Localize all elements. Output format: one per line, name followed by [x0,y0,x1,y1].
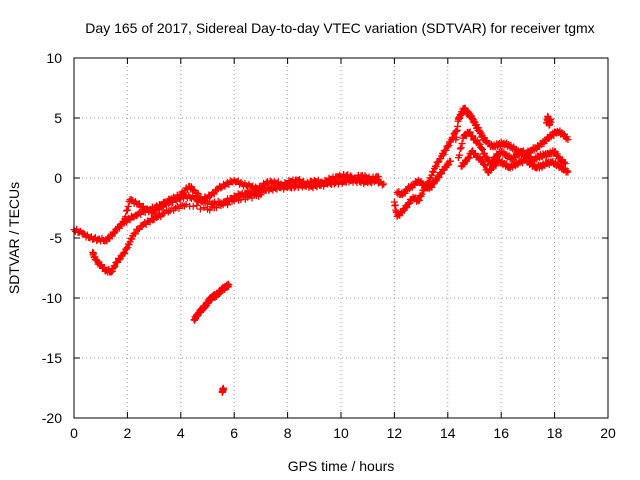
data-point [444,143,452,151]
data-point [361,172,369,180]
data-point [469,132,477,140]
data-point [173,203,181,211]
data-point [563,167,571,175]
x-tick-label: 12 [387,425,403,441]
data-point [476,140,484,148]
x-tick-label: 18 [547,425,563,441]
y-axis-label: SDTVAR / TECUs [6,182,22,294]
data-point [564,168,572,176]
data-point [123,245,131,253]
data-point [564,136,572,144]
data-point [159,210,167,217]
y-tick-label: 10 [46,50,62,66]
data-point [164,208,172,216]
y-tick-label: -15 [42,350,62,366]
data-point [430,168,438,176]
data-point [457,144,465,152]
data-point [110,229,118,237]
x-tick-label: 4 [177,425,185,441]
data-point [128,235,136,243]
data-point [171,195,179,203]
x-axis-label: GPS time / hours [288,458,395,474]
y-tick-label: -10 [42,290,62,306]
grid-lines [74,58,608,418]
data-point [458,140,466,148]
x-tick-label: 10 [333,425,349,441]
data-point [220,385,228,393]
data-point [540,140,548,148]
data-point [225,281,233,289]
x-tick-label: 20 [600,425,616,441]
data-point [466,128,474,136]
data-point [217,184,225,192]
data-point [374,173,382,181]
x-tick-label: 14 [440,425,456,441]
data-point [439,151,447,159]
data-point [108,267,116,275]
y-tick-label: 0 [54,170,62,186]
data-point [210,190,218,198]
data-points [70,104,572,396]
data-point [196,205,204,213]
data-point [547,115,555,123]
data-point [465,154,473,162]
data-point [455,151,463,159]
data-point [131,230,139,238]
x-tick-label: 16 [493,425,509,441]
x-tick-label: 6 [230,425,238,441]
data-point [446,157,454,165]
data-point [257,191,265,199]
data-point [560,158,568,166]
data-point [189,202,197,210]
y-tick-label: 5 [54,110,62,126]
data-point [200,204,208,212]
data-point [111,263,119,271]
data-point [442,146,450,154]
data-point [478,144,486,152]
x-tick-label: 0 [70,425,78,441]
data-point [122,213,130,221]
data-point [193,201,201,209]
data-point [479,145,487,153]
data-point [124,202,132,210]
y-tick-label: -20 [42,410,62,426]
data-point [452,133,460,141]
data-point [127,196,135,204]
data-point [121,249,129,257]
x-tick-label: 2 [124,425,132,441]
data-point [432,163,440,171]
chart-title: Day 165 of 2017, Sidereal Day-to-day VTE… [85,20,594,36]
axis-ticks: 0 2 4 6 8 10 12 14 16 18 20 10 5 0 -5 -10 -15 -20 [42,50,616,441]
data-point [434,158,442,166]
data-point [415,196,423,204]
data-point [480,149,488,157]
data-point [438,170,446,178]
data-point [134,226,142,234]
data-point [418,190,426,198]
data-point [380,180,388,188]
data-point [182,200,190,208]
data-point [456,145,464,153]
data-point [481,162,489,170]
data-point [206,206,214,214]
x-tick-label: 8 [284,425,292,441]
data-point [257,183,265,191]
data-point [483,153,491,161]
data-point [378,181,386,189]
data-point [480,161,488,169]
y-tick-label: -5 [50,230,63,246]
data-point [445,142,453,150]
data-point [445,161,453,169]
data-point [79,229,87,237]
data-point [115,256,123,264]
data-point [123,207,131,215]
data-point [123,206,131,214]
data-point [162,199,170,207]
